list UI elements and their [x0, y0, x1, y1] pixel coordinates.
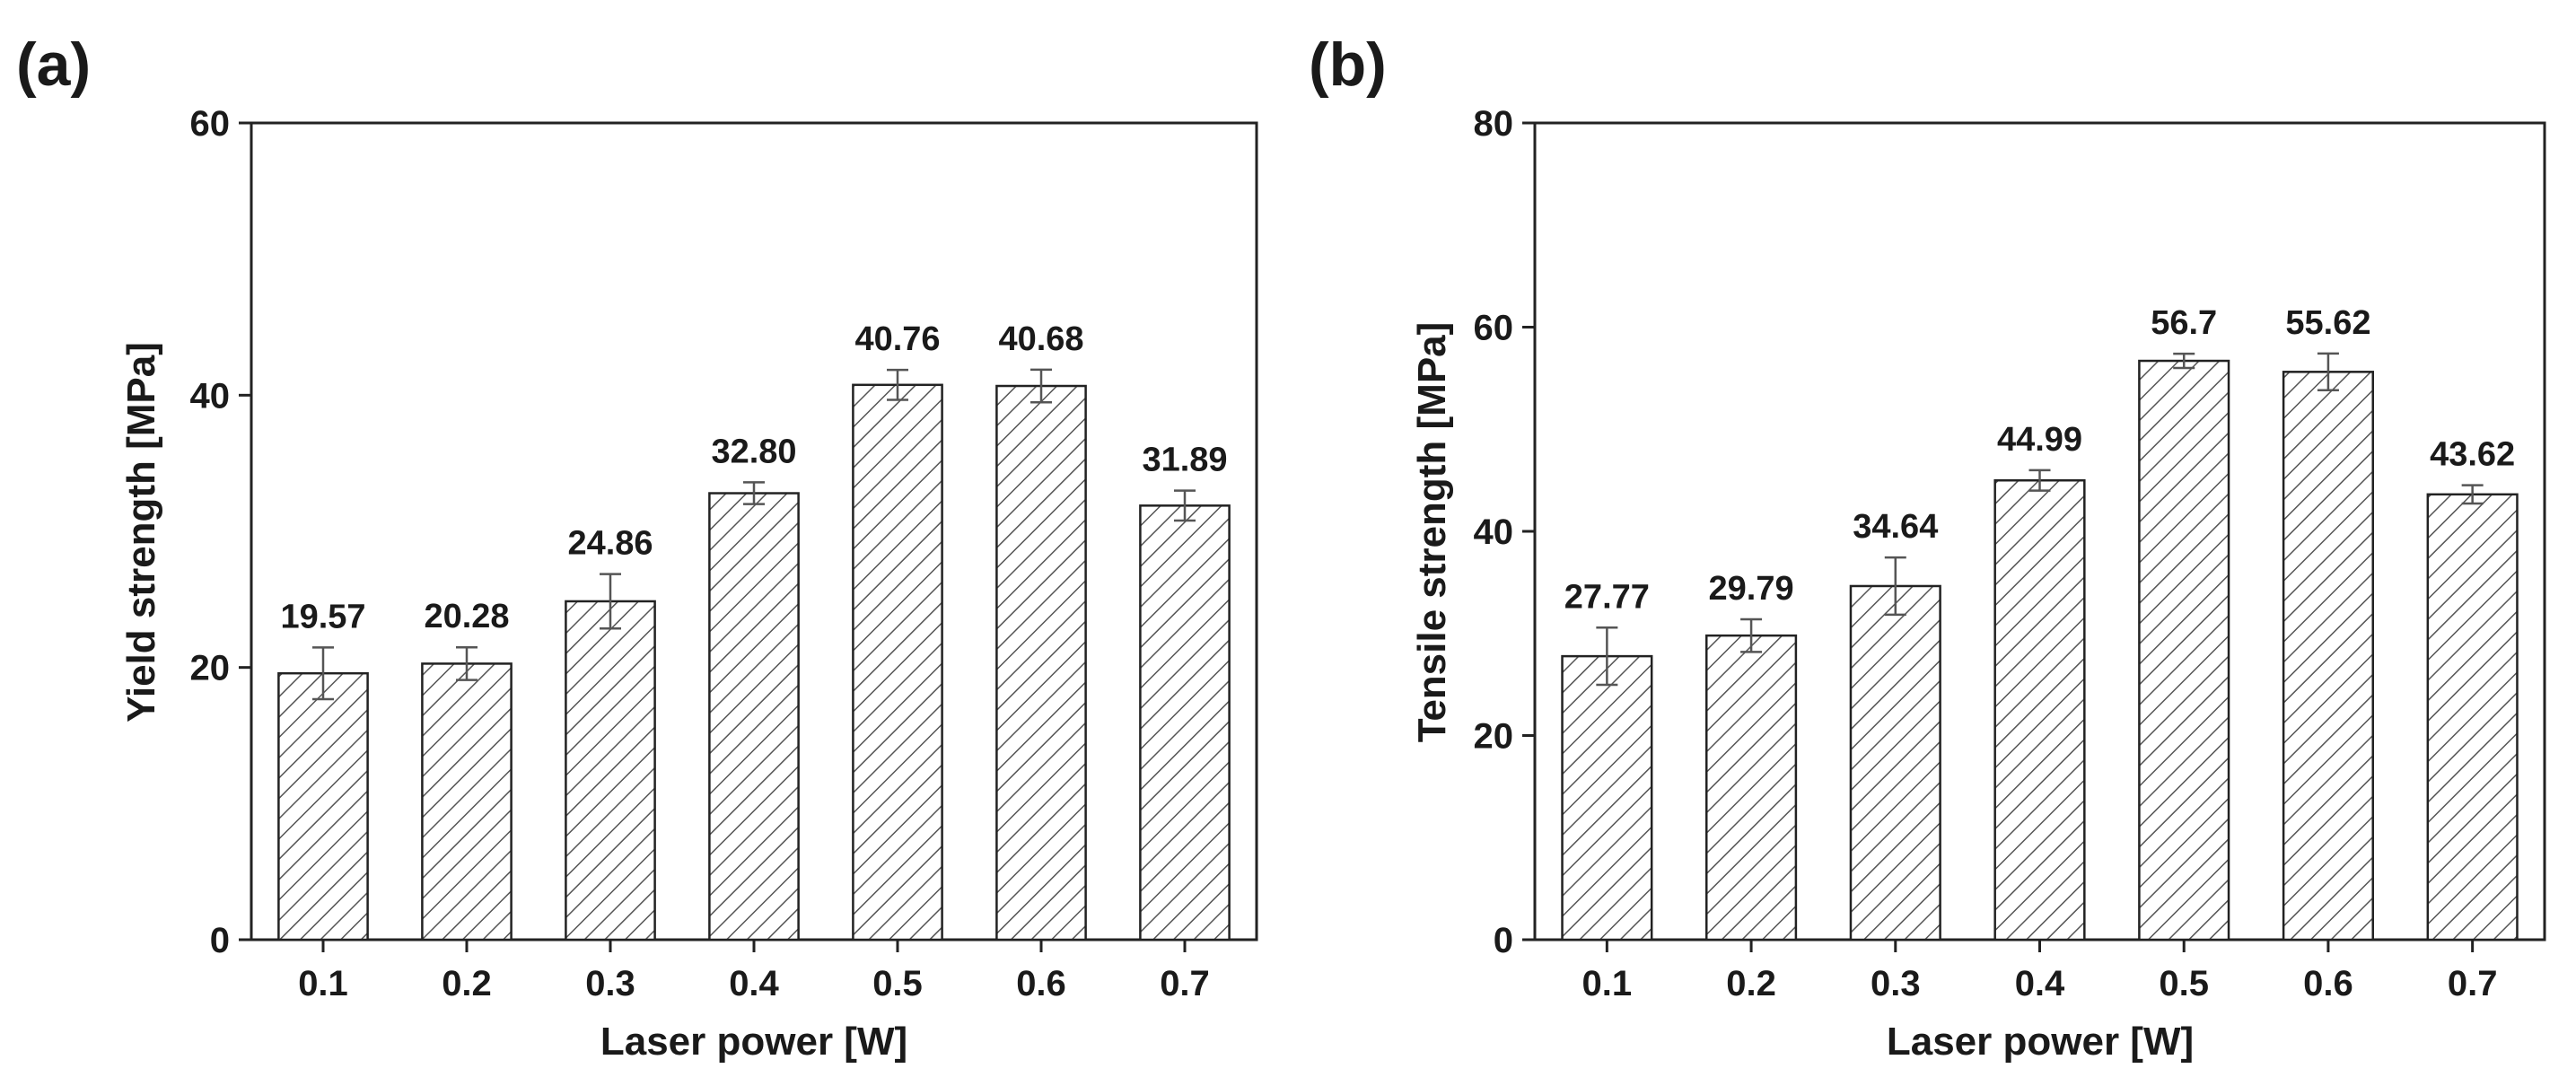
bar: [565, 600, 656, 941]
x-tick-label: 0.7: [1160, 964, 1210, 1003]
data-label: 20.28: [424, 598, 509, 635]
bar: [852, 383, 943, 941]
data-label: 24.86: [567, 525, 653, 563]
data-label: 32.80: [711, 433, 796, 470]
x-tick-label: 0.7: [2448, 964, 2498, 1003]
data-label: 19.57: [280, 598, 365, 635]
x-tick-label: 0.1: [298, 964, 348, 1003]
bar: [708, 492, 800, 941]
data-label: 55.62: [2285, 304, 2370, 342]
bar: [421, 662, 513, 941]
bar: [1849, 584, 1941, 941]
y-tick-label: 60: [190, 104, 231, 144]
bar: [277, 671, 369, 941]
x-tick-label: 0.3: [585, 964, 635, 1003]
data-label: 27.77: [1564, 578, 1650, 616]
y-tick-label: 40: [1474, 512, 1514, 552]
bar: [1993, 478, 2086, 941]
y-tick-label: 0: [210, 921, 230, 960]
data-label: 31.89: [1142, 442, 1227, 479]
x-tick-label: 0.4: [2015, 964, 2065, 1003]
bar: [2426, 493, 2519, 941]
y-tick-label: 80: [1474, 104, 1514, 144]
data-label: 40.68: [998, 320, 1083, 358]
y-tick-label: 0: [1494, 921, 1513, 960]
y-tick-label: 60: [1474, 309, 1514, 348]
y-tick-label: 40: [190, 376, 231, 416]
data-label: 29.79: [1709, 570, 1794, 608]
panel-a: (a) Yield strength [MPa] Laser power [W]…: [16, 31, 1258, 1064]
data-label: 34.64: [1853, 508, 1938, 546]
x-tick-label: 0.6: [1016, 964, 1066, 1003]
data-label: 44.99: [1997, 421, 2082, 459]
data-label: 40.76: [854, 320, 940, 358]
data-label: 56.7: [2151, 304, 2217, 342]
bar: [2138, 359, 2230, 941]
x-tick-label: 0.2: [442, 964, 492, 1003]
x-tick-label: 0.3: [1871, 964, 1921, 1003]
bar: [2282, 371, 2375, 941]
y-tick-label: 20: [1474, 717, 1514, 757]
panel-label: (a): [16, 31, 91, 99]
x-tick-label: 0.1: [1582, 964, 1633, 1003]
bar: [1705, 634, 1798, 941]
panel-b: (b) Tensile strength [MPa] Laser power […: [1309, 31, 2546, 1064]
y-tick-label: 20: [190, 649, 231, 688]
x-axis-title: Laser power [W]: [1887, 1020, 2194, 1064]
y-axis-title: Yield strength [MPa]: [119, 342, 163, 723]
bar: [1139, 504, 1231, 941]
x-axis-title: Laser power [W]: [600, 1020, 907, 1064]
bar: [1561, 654, 1653, 941]
data-label: 43.62: [2430, 436, 2515, 474]
x-tick-label: 0.2: [1726, 964, 1776, 1003]
bar: [995, 384, 1087, 941]
panel-label: (b): [1309, 31, 1387, 99]
x-tick-label: 0.5: [2159, 964, 2209, 1003]
x-tick-label: 0.4: [729, 964, 779, 1003]
y-axis-title: Tensile strength [MPa]: [1410, 322, 1454, 743]
x-tick-label: 0.6: [2303, 964, 2353, 1003]
x-tick-label: 0.5: [872, 964, 923, 1003]
